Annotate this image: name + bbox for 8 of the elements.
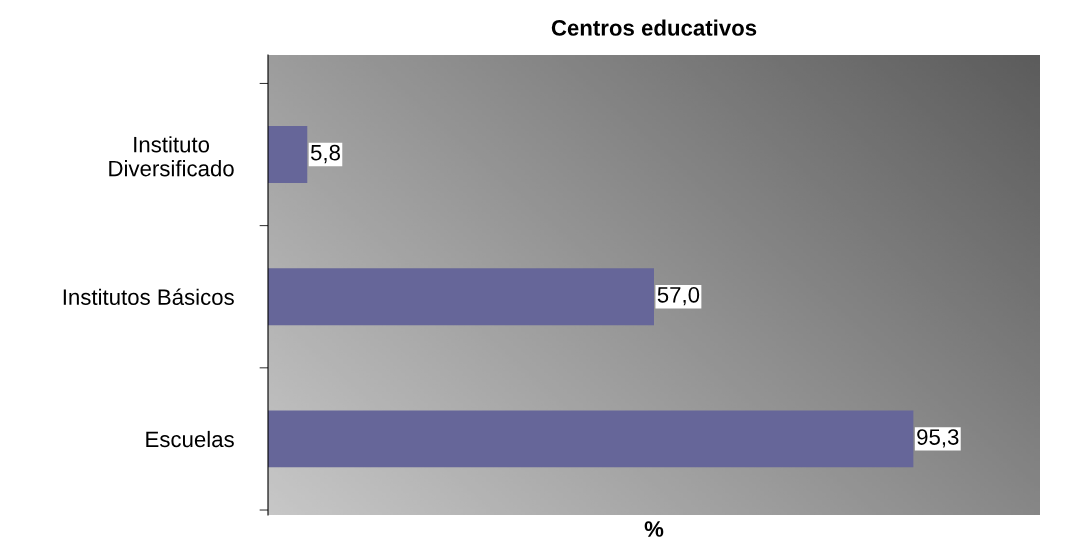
y-tick-label: Institutos Básicos: [63, 288, 234, 305]
y-tick-label: Instituto Diversificado: [109, 136, 234, 177]
chart-title: Centros educativos: [551, 19, 757, 36]
x-axis-title: %: [644, 521, 664, 537]
data-label: 5,8: [310, 144, 340, 164]
data-label: 57,0: [657, 286, 700, 306]
data-label: 95,3: [917, 429, 959, 448]
y-tick-label: Escuelas: [146, 430, 234, 448]
